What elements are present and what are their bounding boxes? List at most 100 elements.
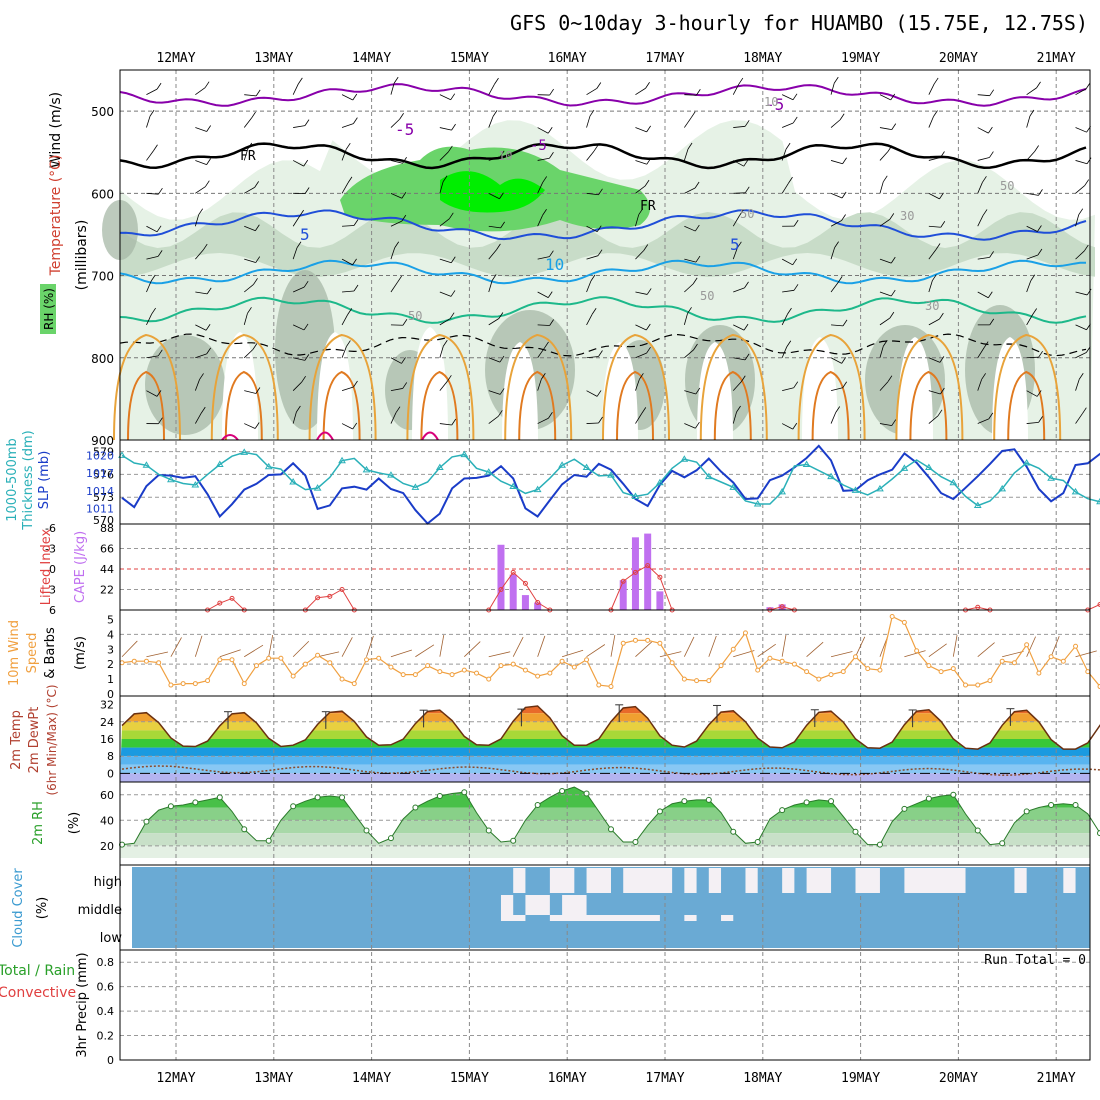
wind10-marker — [119, 660, 125, 666]
wind10-marker — [168, 682, 174, 688]
date-tick-top: 17MAY — [645, 51, 684, 66]
wind10-marker — [559, 658, 565, 664]
wind-barb — [244, 225, 256, 232]
tick-li: -3 — [45, 543, 56, 556]
wind10-marker — [253, 663, 259, 669]
wind-barb-flag — [206, 158, 211, 165]
li-marker — [645, 563, 651, 569]
wind-barb-flag — [157, 250, 163, 257]
wind-barb-flag — [787, 307, 792, 315]
wind10-marker — [791, 661, 797, 667]
wind-barb — [928, 116, 934, 128]
rh-marker — [339, 794, 346, 801]
wind-barb-flag — [156, 225, 162, 233]
wind-barb-flag — [693, 343, 698, 351]
wind-barb-flag — [645, 82, 650, 89]
wind-barb-flag — [939, 356, 945, 363]
rh-marker — [876, 841, 883, 848]
wind-barb-flag — [690, 111, 696, 118]
wind-barb-flag — [695, 255, 701, 263]
rh-marker — [143, 818, 150, 825]
wind-barb — [439, 151, 449, 161]
wind10-barb — [366, 635, 374, 657]
wind10-marker — [706, 678, 712, 684]
temp-band — [120, 764, 1090, 774]
wind10-marker — [669, 660, 675, 666]
wind-barb — [146, 88, 158, 96]
wind-barb — [781, 122, 794, 128]
wind-barb-flag — [793, 284, 799, 291]
wind-barb-flag — [792, 116, 798, 124]
cloud-cell-low — [549, 915, 660, 921]
wind-barb — [684, 117, 692, 128]
date-tick-bottom: 20MAY — [939, 1071, 978, 1086]
wind-barb — [243, 117, 252, 128]
wind-barb-flag — [149, 109, 155, 117]
wind10-barb — [390, 649, 413, 658]
wind-barb — [879, 94, 891, 101]
cloud-cell-high — [855, 868, 880, 893]
wind-barb-flag — [150, 274, 156, 282]
wind10-marker — [351, 681, 357, 687]
panel-frame-cape — [119, 523, 1091, 611]
thickness-marker — [802, 460, 811, 468]
wind-barb-flag — [1078, 373, 1084, 380]
cape-bar — [778, 604, 786, 610]
wind-barb-flag — [889, 213, 895, 220]
wind10-marker — [779, 658, 785, 664]
thickness-line — [121, 451, 1100, 507]
rh-marker — [608, 826, 614, 833]
wind10-marker — [510, 661, 516, 667]
wind-barb-flag — [1085, 82, 1091, 90]
wind-barb — [781, 182, 789, 194]
isotherm-25 — [1007, 370, 1046, 441]
temp-line — [121, 705, 1100, 750]
wind10-marker — [266, 655, 272, 661]
wind-barb-flag — [785, 142, 791, 150]
rh-marker — [828, 798, 835, 805]
wind-barb — [1075, 379, 1080, 391]
wind-barb-flag — [646, 157, 652, 165]
wind-barb — [879, 258, 892, 264]
wind-barb-flag — [499, 192, 504, 199]
wind-barb — [977, 215, 984, 227]
cloud-cell-low — [721, 915, 734, 921]
wind-barb — [341, 386, 354, 392]
tick-cape: 88 — [100, 522, 114, 535]
wind10-marker — [1048, 654, 1054, 660]
wind10-barb — [1026, 636, 1036, 657]
wind10-barb — [781, 634, 787, 657]
date-tick-top: 16MAY — [548, 51, 587, 66]
tick-precip: 0.4 — [97, 1005, 115, 1018]
wind10-marker — [730, 646, 736, 652]
wind-barb-flag — [1038, 189, 1043, 196]
wind-barb — [537, 215, 543, 227]
wind10-marker — [364, 657, 369, 663]
thickness-marker — [387, 471, 395, 478]
rh-marker — [925, 795, 932, 802]
wind-barb-flag — [303, 159, 309, 167]
thickness-marker — [1071, 487, 1080, 495]
wind-barb — [439, 258, 452, 264]
wind-barb-flag — [834, 241, 839, 248]
thickness-marker — [215, 460, 224, 468]
wind-barb-flag — [989, 251, 994, 258]
tick-slp: 1011 — [86, 502, 114, 515]
wind10-barb — [244, 644, 264, 658]
wind-barb — [635, 379, 640, 391]
wind-barb — [439, 381, 448, 391]
isotherm-25 — [713, 370, 752, 441]
panel-frame-precip — [119, 949, 1091, 1061]
wind-barb-flag — [499, 388, 505, 395]
cape-bar — [619, 580, 627, 610]
wind-barb — [146, 313, 153, 326]
thickness-marker — [338, 456, 346, 464]
tick-cape: 44 — [100, 563, 114, 576]
wind-barb-flag — [255, 224, 260, 231]
rh-marker — [167, 803, 174, 810]
wind10-marker — [1011, 660, 1017, 666]
wind-barb-flag — [841, 357, 847, 364]
cloud-cell-high — [684, 868, 697, 893]
wind-barb — [390, 192, 403, 199]
wind-barb — [194, 379, 200, 391]
